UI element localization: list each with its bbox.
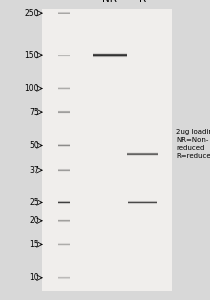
Text: 50: 50 (29, 141, 39, 150)
Text: 2ug loading
NR=Non-
reduced
R=reduced: 2ug loading NR=Non- reduced R=reduced (176, 129, 210, 159)
Text: 150: 150 (24, 51, 39, 60)
Bar (42, 9, 172, 291)
Text: 100: 100 (24, 84, 39, 93)
Text: R: R (139, 0, 146, 4)
Text: 25: 25 (29, 198, 39, 207)
Text: 15: 15 (29, 240, 39, 249)
Text: 250: 250 (24, 9, 39, 18)
Text: 75: 75 (29, 108, 39, 117)
Text: NR: NR (102, 0, 117, 4)
Text: 37: 37 (29, 166, 39, 175)
Text: 10: 10 (29, 273, 39, 282)
Text: 20: 20 (29, 216, 39, 225)
